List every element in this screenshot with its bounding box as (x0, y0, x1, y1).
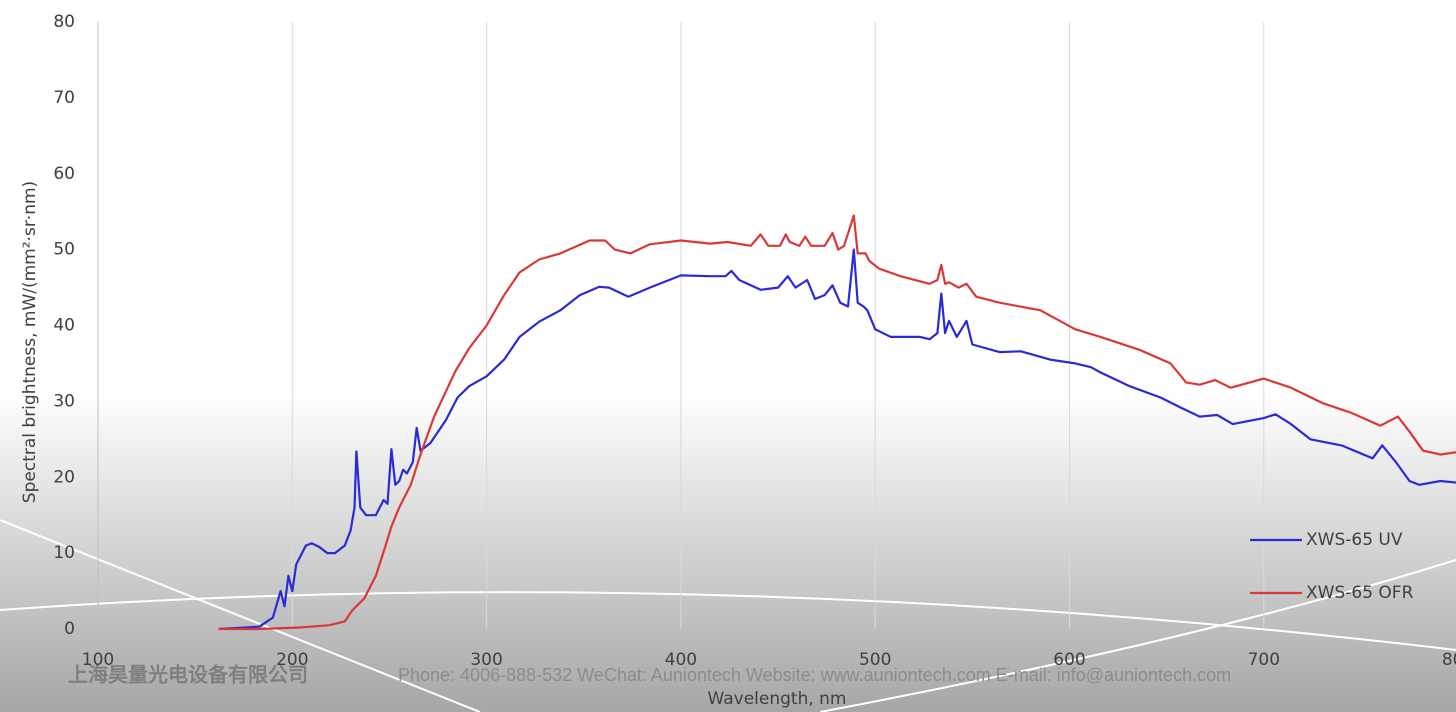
x-tick-label: 600 (1053, 650, 1085, 670)
x-tick-label: 500 (859, 650, 891, 670)
x-axis-label: Wavelength, nm (708, 689, 847, 709)
series-line (218, 248, 1456, 631)
y-tick-label: 30 (53, 391, 75, 411)
decor-curve (0, 591, 1456, 651)
plot (218, 214, 1456, 631)
y-axis-label: Spectral brightness, mW/(mm²·sr·nm) (20, 181, 40, 503)
y-tick-label: 50 (53, 240, 75, 260)
legend-label: XWS-65 UV (1306, 530, 1403, 550)
x-tick-label: 200 (276, 650, 308, 670)
x-tick-label: 700 (1248, 650, 1280, 670)
y-tick-label: 70 (53, 88, 75, 108)
y-tick-label: 20 (53, 467, 75, 487)
y-tick-label: 10 (53, 543, 75, 563)
y-tick-label: 0 (64, 619, 75, 639)
footer-contact: Phone: 4006-888-532 WeChat: Auniontech W… (398, 665, 1231, 685)
x-tick-label: 300 (470, 650, 502, 670)
y-tick-label: 60 (53, 164, 75, 184)
footer-company: 上海昊量光电设备有限公司 (68, 663, 308, 687)
x-tick-label: 400 (665, 650, 697, 670)
x-tick-label: 100 (82, 650, 114, 670)
legend-label: XWS-65 OFR (1306, 583, 1414, 603)
series-line (218, 214, 1456, 631)
y-tick-label: 40 (53, 316, 75, 336)
decor-curve (819, 559, 1456, 712)
y-tick-label: 80 (53, 12, 75, 32)
x-tick-label: 800 (1442, 650, 1456, 670)
